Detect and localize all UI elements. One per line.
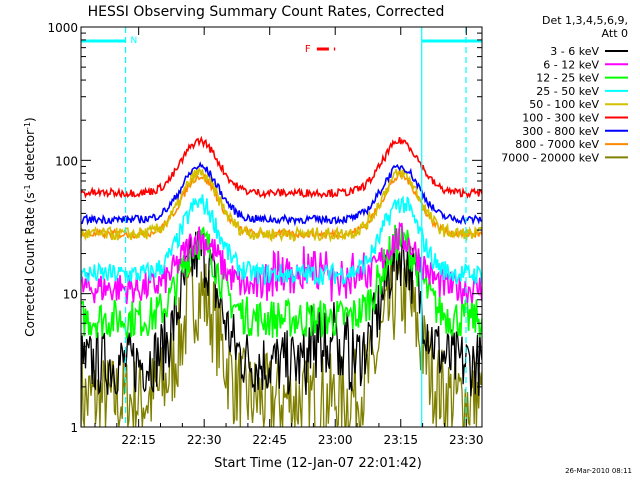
legend-label-1: 6 - 12 keV bbox=[543, 58, 599, 71]
y-tick-label-3: 1000 bbox=[47, 21, 78, 35]
legend-label-0: 3 - 6 keV bbox=[550, 45, 599, 58]
chart-title: HESSI Observing Summary Count Rates, Cor… bbox=[88, 4, 445, 20]
legend-label-4: 50 - 100 keV bbox=[529, 98, 599, 111]
y-tick-label-0: 1 bbox=[70, 421, 78, 435]
legend-label-5: 100 - 300 keV bbox=[522, 112, 599, 125]
legend-label-7: 800 - 7000 keV bbox=[515, 138, 599, 151]
series-line-2 bbox=[81, 224, 482, 339]
y-tick-label-2: 100 bbox=[55, 154, 78, 168]
x-axis-label: Start Time (12-Jan-07 22:01:42) bbox=[214, 456, 422, 471]
y-tick-label-1: 10 bbox=[63, 288, 78, 302]
legend-header-attenuator: Att 0 bbox=[602, 27, 628, 40]
series-group bbox=[81, 135, 482, 427]
legend-label-8: 7000 - 20000 keV bbox=[501, 151, 599, 164]
legend-label-2: 12 - 25 keV bbox=[536, 72, 599, 85]
night-label-0: N bbox=[131, 36, 138, 46]
y-label-mid: detector bbox=[23, 130, 37, 185]
x-tick-label-4: 23:15 bbox=[383, 433, 418, 447]
x-tick-label-2: 22:45 bbox=[252, 433, 287, 447]
y-label-sup1: -1 bbox=[23, 184, 32, 192]
footer-date: 26-Mar-2010 08:11 bbox=[565, 467, 632, 475]
y-label-end: ) bbox=[23, 117, 37, 122]
y-axis-label: Corrected Count Rate (s-1 detector-1) bbox=[23, 117, 38, 336]
data-layer bbox=[81, 135, 482, 427]
x-tick-label-0: 22:15 bbox=[121, 433, 156, 447]
series-line-1 bbox=[81, 221, 482, 305]
series-line-3 bbox=[81, 194, 482, 287]
series-line-5 bbox=[81, 135, 482, 200]
x-tick-label-1: 22:30 bbox=[187, 433, 222, 447]
x-tick-label-5: 23:30 bbox=[449, 433, 484, 447]
y-label-sup2: -1 bbox=[23, 122, 32, 130]
plot-frame bbox=[80, 26, 483, 428]
legend-label-3: 25 - 50 keV bbox=[536, 85, 599, 98]
x-tick-label-3: 23:00 bbox=[318, 433, 353, 447]
y-label-main: Corrected Count Rate (s bbox=[23, 192, 37, 336]
annotation-layer: NF bbox=[81, 27, 482, 427]
series-line-6 bbox=[81, 161, 482, 227]
series-line-4 bbox=[81, 166, 482, 243]
axis-layer: 22:15 22:30 22:45 23:00 23:15 23:30 1 10 100 1000 bbox=[47, 21, 483, 447]
legend-header-detectors: Det 1,3,4,5,6,9, bbox=[542, 14, 628, 27]
series-line-8 bbox=[81, 251, 482, 427]
flare-label-2: F bbox=[305, 44, 311, 55]
legend-label-6: 300 - 800 keV bbox=[522, 125, 599, 138]
